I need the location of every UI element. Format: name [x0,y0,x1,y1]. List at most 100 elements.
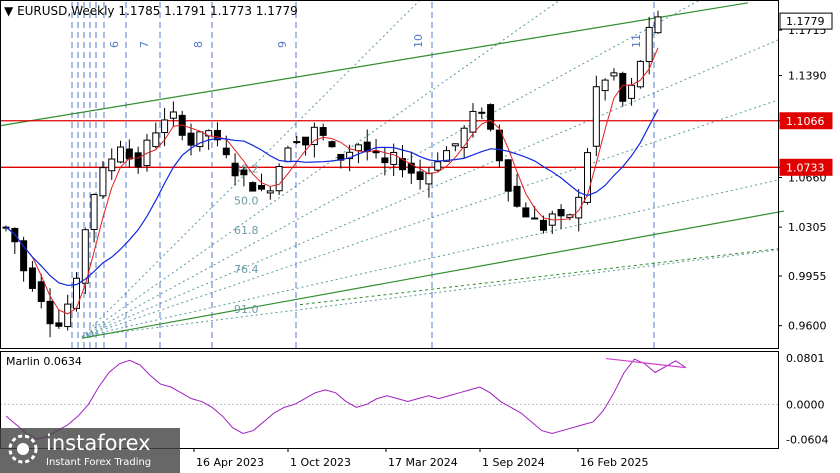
symbol-label: EURUSD,Weekly [17,4,115,18]
candle-body [416,171,424,181]
watermark-logo: instaforex Instant Forex Trading [0,428,180,473]
cycle-label: 10 [412,34,425,48]
candle-body [275,166,283,192]
time-tick-label: 16 Apr 2023 [196,456,264,469]
candle-body [522,207,530,218]
fib-fan-line [81,39,779,338]
candle-body [125,148,133,160]
marlin-line [5,358,687,440]
candle-body [293,141,301,144]
candle-body [37,281,45,303]
time-tick-label: 1 Sep 2024 [482,456,545,469]
candle-body [495,129,503,162]
candle-body [196,131,204,148]
price-tick-label: 1.0305 [788,221,827,234]
candle-body [90,194,98,230]
price-level-tag [779,112,833,130]
candle-body [619,72,627,102]
channel-mid-line [299,248,779,306]
candle-body [390,151,398,165]
fib-fan-line [81,249,779,338]
candle-body [645,26,653,62]
candle-body [354,144,362,152]
channel-upper-line [0,2,749,127]
chart-header: ▼ EURUSD,Weekly 1.1785 1.1791 1.1773 1.1… [4,4,298,18]
candle-body [469,110,477,133]
fib-label: 38.2 [234,162,259,175]
logo-brand: instaforex [46,431,151,455]
candle-body [601,79,609,92]
logo-tagline: Instant Forex Trading [46,457,152,468]
candle-body [266,190,274,194]
price-pane: 6 7 8 9 10 11 38.2 50.0 61.8 76.4 91.0 [0,0,785,348]
candle-body [28,267,36,289]
ma-blue-line [5,109,659,287]
candle-body [231,162,239,177]
candle-body [328,141,336,148]
price-tick-label: 0.9955 [788,270,827,283]
candle-body [46,300,54,325]
candle-body [372,150,380,154]
candle-body [346,151,354,160]
candle-body [443,150,451,162]
candle-body [628,84,636,99]
time-tick-label: 1 Oct 2023 [290,456,351,469]
candle-body [108,158,116,172]
indicator-tick-label: 0.0000 [786,398,825,411]
candle-body [584,152,592,203]
price-level-tag-text: 1.1066 [786,115,825,128]
candle-body [513,185,521,207]
candle-body [539,219,547,231]
candle-body [117,146,125,163]
candle-body [398,158,406,171]
candle-body [407,162,415,174]
dropdown-triangle-icon[interactable]: ▼ [4,4,14,18]
indicator-tick-label: -0.0604 [786,434,828,447]
candle-body [610,72,618,77]
fib-fan-line [81,0,561,338]
fib-fan-line [81,99,779,338]
candle-body [284,147,292,163]
indicator-tick-label: 0.0801 [786,352,825,365]
candle-body [310,126,318,145]
price-level-tag [779,12,833,30]
candle-body [161,119,169,134]
cycle-label: 9 [276,41,289,48]
logo-icon [8,434,38,464]
candle-body [302,136,310,146]
time-tick-label: 16 Feb 2025 [580,456,648,469]
candle-body [478,111,486,114]
candle-body [249,182,257,192]
candle-body [487,104,495,130]
candle-body [451,143,459,147]
candle-body [381,157,389,164]
candle-body [425,172,433,185]
fib-label: 61.8 [234,224,259,237]
fib-fan-line [81,0,701,338]
candle-body [64,303,72,328]
candle-body [20,240,28,272]
candle-body [222,147,230,156]
candle-body [434,161,442,171]
candle-body [636,60,644,88]
cycle-label: 11 [630,34,643,48]
ma-red-line [5,47,659,315]
price-level-tag-text: 1.0733 [786,161,825,174]
candle-body [531,217,539,220]
candle-body [213,129,221,141]
candle-body [187,132,195,146]
candle-body [575,196,583,219]
candle-body [319,127,327,136]
candle-body [99,167,107,197]
fib-fan-line [81,179,779,338]
candle-body [460,127,468,148]
fib-label: 76.4 [234,263,259,276]
cycle-label: 6 [108,41,121,48]
candle-body [592,86,600,147]
divergence-line [605,357,687,369]
price-tick-label: 0.9600 [788,320,827,333]
fib-label: 50.0 [234,195,259,208]
candle-body [169,111,177,119]
